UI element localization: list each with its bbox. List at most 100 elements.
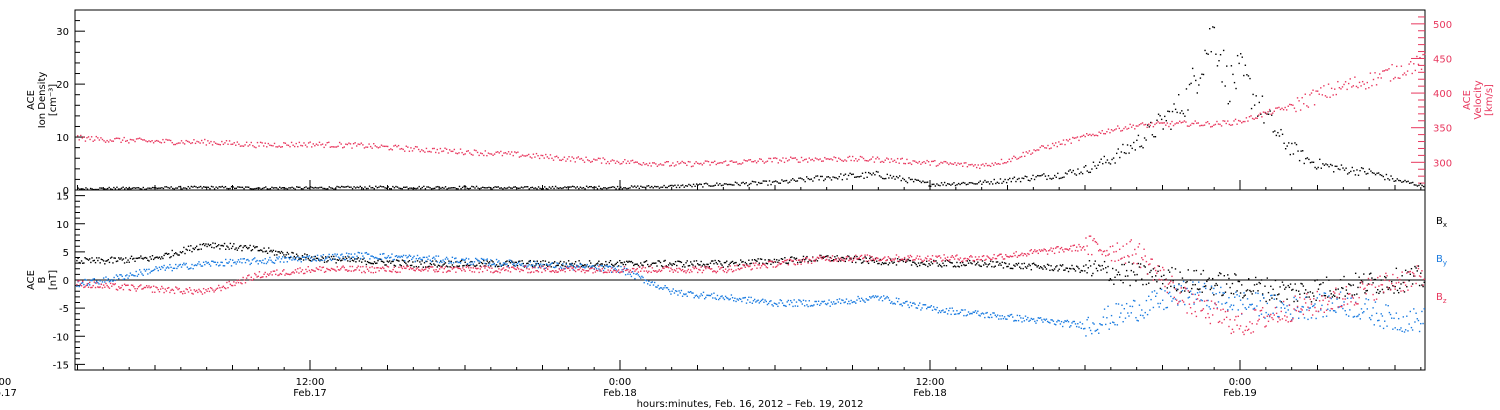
bx-series-point	[1293, 300, 1295, 303]
bz-series-point	[891, 259, 893, 262]
bz-series-point	[860, 254, 863, 257]
bx-series-point	[853, 255, 856, 258]
velocity-series-point	[557, 156, 559, 159]
b-tick-label: -10	[53, 332, 69, 343]
bx-series-point	[99, 262, 101, 264]
bx-series-point	[699, 264, 701, 266]
density-series-point	[288, 187, 290, 189]
bx-series-point	[1317, 288, 1320, 290]
bx-series-point	[1417, 265, 1420, 267]
bx-series-point	[1356, 293, 1358, 295]
by-series-point	[361, 252, 363, 255]
density-series-point	[158, 187, 160, 189]
velocity-series-point	[340, 143, 342, 145]
by-series-point	[952, 310, 955, 312]
by-series-point	[1191, 293, 1193, 295]
bz-series-point	[874, 258, 877, 260]
bx-series-point	[1243, 295, 1245, 297]
bz-series-point	[276, 269, 278, 271]
by-series-point	[627, 273, 629, 275]
bz-series-point	[233, 281, 235, 283]
density-series-point	[903, 178, 906, 181]
bx-series-point	[814, 259, 816, 262]
bz-series-point	[788, 258, 791, 261]
bz-series-point	[646, 271, 649, 274]
bx-series-point	[85, 257, 87, 260]
density-series-point	[159, 187, 162, 189]
bz-series-point	[333, 268, 335, 271]
density-series-point	[488, 186, 490, 189]
bx-series-point	[778, 259, 780, 262]
density-series-point	[895, 175, 898, 178]
density-series-point	[652, 187, 654, 189]
by-series-point	[1249, 303, 1251, 306]
density-series-point	[430, 188, 433, 190]
bz-series-point	[429, 266, 432, 268]
bx-series-point	[166, 253, 169, 256]
bz-series-point	[452, 267, 455, 269]
by-series-point	[538, 264, 541, 266]
density-series-point	[869, 172, 871, 175]
bx-series-point	[1094, 260, 1096, 262]
bx-series-point	[1041, 267, 1043, 269]
by-series-point	[1064, 320, 1066, 322]
density-series-point	[1210, 50, 1212, 53]
velocity-series-point	[1223, 120, 1226, 122]
density-series-point	[243, 187, 245, 190]
bz-series-point	[746, 265, 749, 267]
by-series-point	[821, 300, 823, 303]
by-series-point	[398, 255, 400, 257]
velocity-series-point	[1258, 114, 1260, 116]
bz-series-point	[738, 268, 741, 271]
density-series-point	[193, 185, 196, 188]
density-series-point	[127, 188, 129, 190]
bx-series-point	[221, 244, 223, 247]
by-series-point	[1107, 305, 1109, 308]
bz-series-point	[481, 270, 484, 273]
by-series-point	[626, 268, 628, 270]
bx-series-point	[130, 255, 133, 258]
velocity-series-point	[824, 156, 826, 159]
bz-series-point	[315, 267, 318, 269]
velocity-series-point	[537, 155, 539, 157]
velocity-series-point	[667, 160, 669, 163]
velocity-series-point	[1158, 122, 1161, 124]
bz-series-point	[728, 268, 730, 271]
velocity-series-point	[335, 146, 338, 148]
bx-series-point	[1308, 296, 1310, 298]
density-series-point	[804, 180, 806, 183]
velocity-series-point	[1109, 131, 1111, 134]
density-series-point	[162, 187, 165, 190]
bx-series-point	[1250, 290, 1252, 293]
by-series-point	[1201, 299, 1203, 302]
bx-series-point	[1254, 276, 1257, 279]
density-series-point	[1227, 103, 1229, 105]
bz-series-point	[537, 271, 540, 273]
bz-series-point	[545, 267, 548, 269]
bx-series-point	[1042, 268, 1044, 270]
density-series-point	[1018, 177, 1020, 180]
by-series-point	[1010, 313, 1013, 316]
velocity-series-point	[1175, 122, 1178, 124]
bz-series-point	[188, 287, 191, 289]
by-series-point	[646, 283, 649, 285]
bx-series-point	[374, 262, 377, 265]
by-series-point	[580, 263, 583, 266]
density-series-point	[959, 183, 961, 186]
velocity-series-point	[1295, 110, 1297, 113]
by-series-point	[225, 258, 227, 261]
velocity-series-point	[1104, 133, 1107, 135]
by-series-point	[849, 303, 851, 305]
by-series-point	[606, 265, 608, 267]
bz-series-point	[378, 270, 380, 272]
density-series-point	[643, 186, 645, 188]
by-series-point	[930, 305, 933, 307]
velocity-series-point	[135, 138, 138, 140]
by-series-point	[687, 291, 690, 293]
bz-series-point	[764, 264, 766, 266]
by-series-point	[1015, 319, 1017, 322]
bx-series-point	[1171, 266, 1173, 269]
bz-series-point	[128, 288, 130, 291]
density-series-point	[103, 188, 106, 190]
bz-series-point	[888, 257, 891, 259]
